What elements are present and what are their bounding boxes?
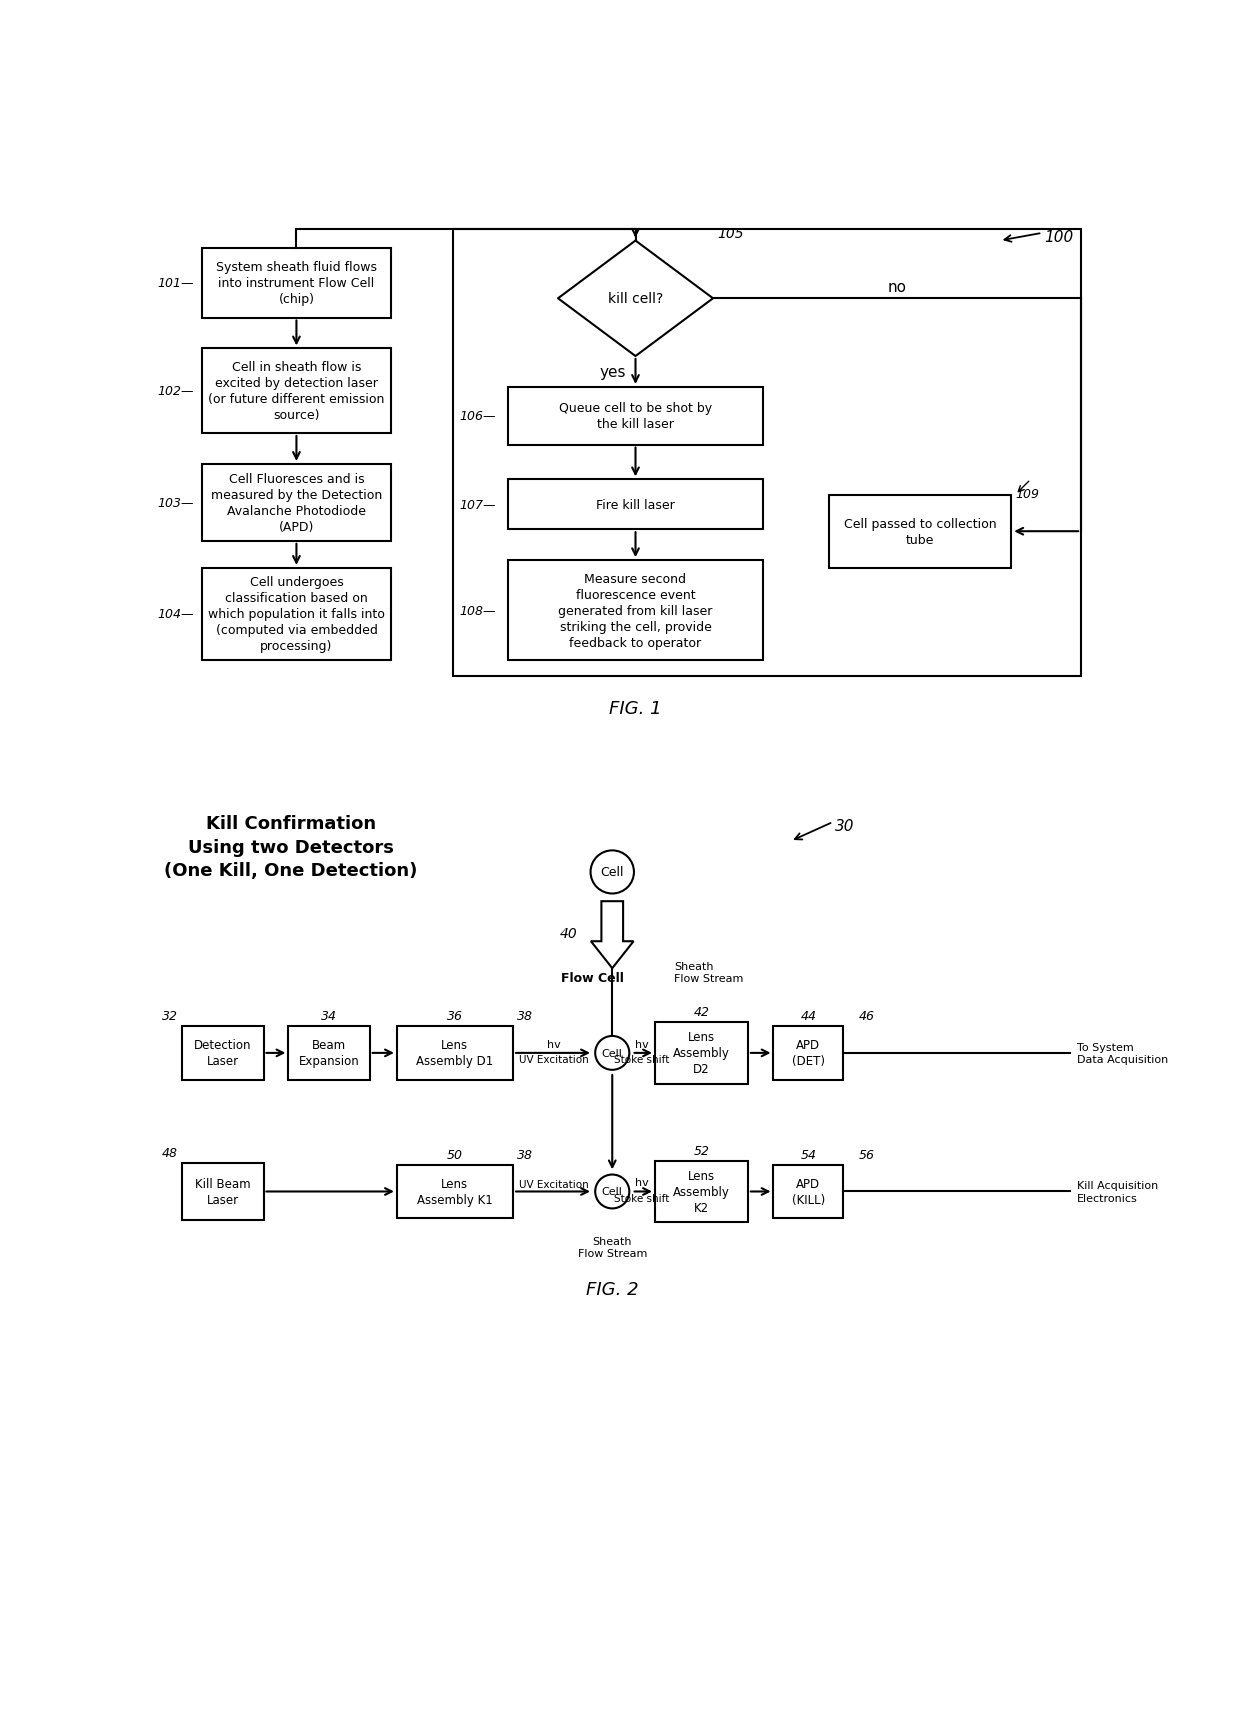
Text: Kill Confirmation
Using two Detectors
(One Kill, One Detection): Kill Confirmation Using two Detectors (O… <box>164 815 418 880</box>
Text: 38: 38 <box>517 1148 533 1161</box>
Text: 36: 36 <box>446 1010 463 1022</box>
Text: 32: 32 <box>162 1010 179 1022</box>
Text: Kill Beam
Laser: Kill Beam Laser <box>195 1177 250 1206</box>
Text: APD
(KILL): APD (KILL) <box>791 1177 825 1206</box>
Text: 40: 40 <box>559 927 578 941</box>
Bar <box>201 465 392 541</box>
Text: APD
(DET): APD (DET) <box>792 1039 825 1068</box>
Bar <box>655 1022 748 1084</box>
Text: 42: 42 <box>693 1006 709 1018</box>
Text: Cell: Cell <box>600 867 624 879</box>
Text: Cell: Cell <box>601 1187 622 1197</box>
Text: 108—: 108— <box>460 605 496 617</box>
Circle shape <box>590 851 634 894</box>
Text: 109: 109 <box>1016 488 1039 501</box>
FancyArrow shape <box>591 901 634 968</box>
Text: FIG. 1: FIG. 1 <box>609 700 662 717</box>
Bar <box>182 1163 263 1220</box>
Text: hv: hv <box>547 1039 560 1049</box>
Text: Cell passed to collection
tube: Cell passed to collection tube <box>844 517 997 546</box>
Text: hv: hv <box>635 1039 649 1049</box>
Text: hv: hv <box>635 1177 649 1187</box>
Circle shape <box>595 1175 629 1210</box>
Text: 105: 105 <box>717 227 744 241</box>
Bar <box>201 250 392 319</box>
Bar <box>288 1027 370 1080</box>
Text: To System
Data Acquisition: To System Data Acquisition <box>1078 1042 1168 1065</box>
Text: kill cell?: kill cell? <box>608 293 663 307</box>
Bar <box>182 1027 263 1080</box>
Text: 100: 100 <box>1044 229 1074 245</box>
Text: Queue cell to be shot by
the kill laser: Queue cell to be shot by the kill laser <box>559 401 712 431</box>
Text: UV Excitation: UV Excitation <box>520 1054 589 1065</box>
Text: System sheath fluid flows
into instrument Flow Cell
(chip): System sheath fluid flows into instrumen… <box>216 262 377 307</box>
Text: Kill Acquisition
Electronics: Kill Acquisition Electronics <box>1078 1180 1158 1203</box>
Text: Cell Fluoresces and is
measured by the Detection
Avalanche Photodiode
(APD): Cell Fluoresces and is measured by the D… <box>211 472 382 534</box>
Bar <box>201 569 392 662</box>
Text: UV Excitation: UV Excitation <box>520 1179 589 1189</box>
Text: Beam
Expansion: Beam Expansion <box>299 1039 360 1068</box>
Circle shape <box>595 1036 629 1070</box>
Polygon shape <box>558 241 713 357</box>
Text: no: no <box>888 281 906 295</box>
Text: Fire kill laser: Fire kill laser <box>596 498 675 512</box>
Text: 50: 50 <box>446 1148 463 1161</box>
Bar <box>830 495 1012 569</box>
Bar <box>774 1027 843 1080</box>
Text: Cell: Cell <box>601 1048 622 1058</box>
Text: Lens
Assembly D1: Lens Assembly D1 <box>417 1039 494 1068</box>
Bar <box>397 1165 513 1218</box>
Text: FIG. 2: FIG. 2 <box>587 1280 639 1297</box>
Text: 34: 34 <box>321 1010 337 1022</box>
Text: Sheath
Flow Stream: Sheath Flow Stream <box>675 961 744 984</box>
Bar <box>397 1027 513 1080</box>
Text: 48: 48 <box>162 1146 179 1160</box>
Text: Cell undergoes
classification based on
which population it falls into
(computed : Cell undergoes classification based on w… <box>208 575 384 653</box>
Text: Flow Cell: Flow Cell <box>562 972 624 984</box>
Text: 46: 46 <box>858 1010 874 1022</box>
Bar <box>454 229 1081 675</box>
Text: Cell in sheath flow is
excited by detection laser
(or future different emission
: Cell in sheath flow is excited by detect… <box>208 362 384 422</box>
Bar <box>201 350 392 434</box>
Text: 54: 54 <box>800 1148 816 1161</box>
Text: Lens
Assembly
D2: Lens Assembly D2 <box>673 1030 730 1075</box>
Text: 38: 38 <box>517 1010 533 1022</box>
Text: Measure second
fluorescence event
generated from kill laser
striking the cell, p: Measure second fluorescence event genera… <box>558 572 713 650</box>
Text: 104—: 104— <box>157 608 193 620</box>
Bar <box>507 560 764 662</box>
Text: 101—: 101— <box>157 277 193 289</box>
Text: Stoke shift: Stoke shift <box>614 1054 670 1065</box>
Bar <box>507 388 764 445</box>
Text: 103—: 103— <box>157 496 193 510</box>
Text: 102—: 102— <box>157 384 193 398</box>
Text: Lens
Assembly K1: Lens Assembly K1 <box>417 1177 492 1206</box>
Text: 107—: 107— <box>460 498 496 512</box>
Text: yes: yes <box>599 365 625 379</box>
Bar <box>655 1161 748 1223</box>
Text: Stoke shift: Stoke shift <box>614 1192 670 1203</box>
Text: 56: 56 <box>858 1148 874 1161</box>
Text: 44: 44 <box>800 1010 816 1022</box>
Text: Sheath
Flow Stream: Sheath Flow Stream <box>578 1235 647 1258</box>
Text: Detection
Laser: Detection Laser <box>195 1039 252 1068</box>
Text: Lens
Assembly
K2: Lens Assembly K2 <box>673 1170 730 1215</box>
Text: 106—: 106— <box>460 410 496 422</box>
Bar <box>507 481 764 531</box>
Text: 52: 52 <box>693 1144 709 1158</box>
Bar <box>774 1165 843 1218</box>
Text: 30: 30 <box>836 818 854 834</box>
